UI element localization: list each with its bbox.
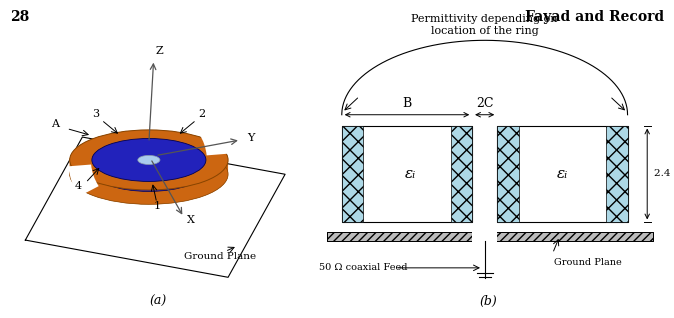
Ellipse shape: [137, 156, 160, 164]
Ellipse shape: [69, 144, 228, 204]
Ellipse shape: [69, 134, 228, 194]
Bar: [497, 126, 627, 222]
Bar: [606, 126, 627, 222]
Text: Y: Y: [247, 133, 255, 143]
Text: Z: Z: [155, 46, 163, 56]
Text: Permittivity depending on
location of the ring: Permittivity depending on location of th…: [411, 14, 558, 36]
Ellipse shape: [69, 142, 228, 202]
Ellipse shape: [92, 149, 206, 191]
Bar: [328, 232, 652, 241]
Ellipse shape: [69, 130, 228, 190]
Text: 2: 2: [198, 109, 205, 119]
Ellipse shape: [69, 140, 228, 200]
Text: 2.4 mm: 2.4 mm: [654, 169, 674, 178]
Wedge shape: [69, 164, 98, 197]
Text: (a): (a): [150, 294, 167, 308]
Text: (b): (b): [479, 294, 497, 308]
Ellipse shape: [92, 138, 206, 181]
Text: εᵢ: εᵢ: [405, 167, 416, 181]
Bar: [342, 126, 472, 222]
Text: 4: 4: [74, 181, 82, 190]
Text: εᵢ: εᵢ: [557, 167, 568, 181]
Bar: [451, 126, 472, 222]
Text: 1: 1: [154, 201, 161, 211]
Text: Ground Plane: Ground Plane: [554, 258, 622, 267]
Text: 28: 28: [10, 10, 30, 24]
Ellipse shape: [69, 132, 228, 192]
Bar: [328, 232, 652, 241]
Ellipse shape: [69, 136, 228, 196]
Text: Ground Plane: Ground Plane: [184, 252, 256, 261]
Bar: [497, 126, 518, 222]
Text: X: X: [187, 215, 195, 225]
Text: B: B: [402, 97, 412, 110]
Wedge shape: [199, 123, 229, 156]
Text: 50 Ω coaxial Feed: 50 Ω coaxial Feed: [319, 263, 407, 272]
Bar: [472, 230, 497, 242]
Text: Fayad and Record: Fayad and Record: [525, 10, 664, 24]
Ellipse shape: [69, 130, 228, 190]
Text: A: A: [51, 119, 59, 129]
Ellipse shape: [69, 138, 228, 198]
Text: 2C: 2C: [476, 97, 493, 110]
Ellipse shape: [69, 144, 228, 204]
Text: 3: 3: [92, 109, 99, 119]
Bar: [342, 126, 363, 222]
